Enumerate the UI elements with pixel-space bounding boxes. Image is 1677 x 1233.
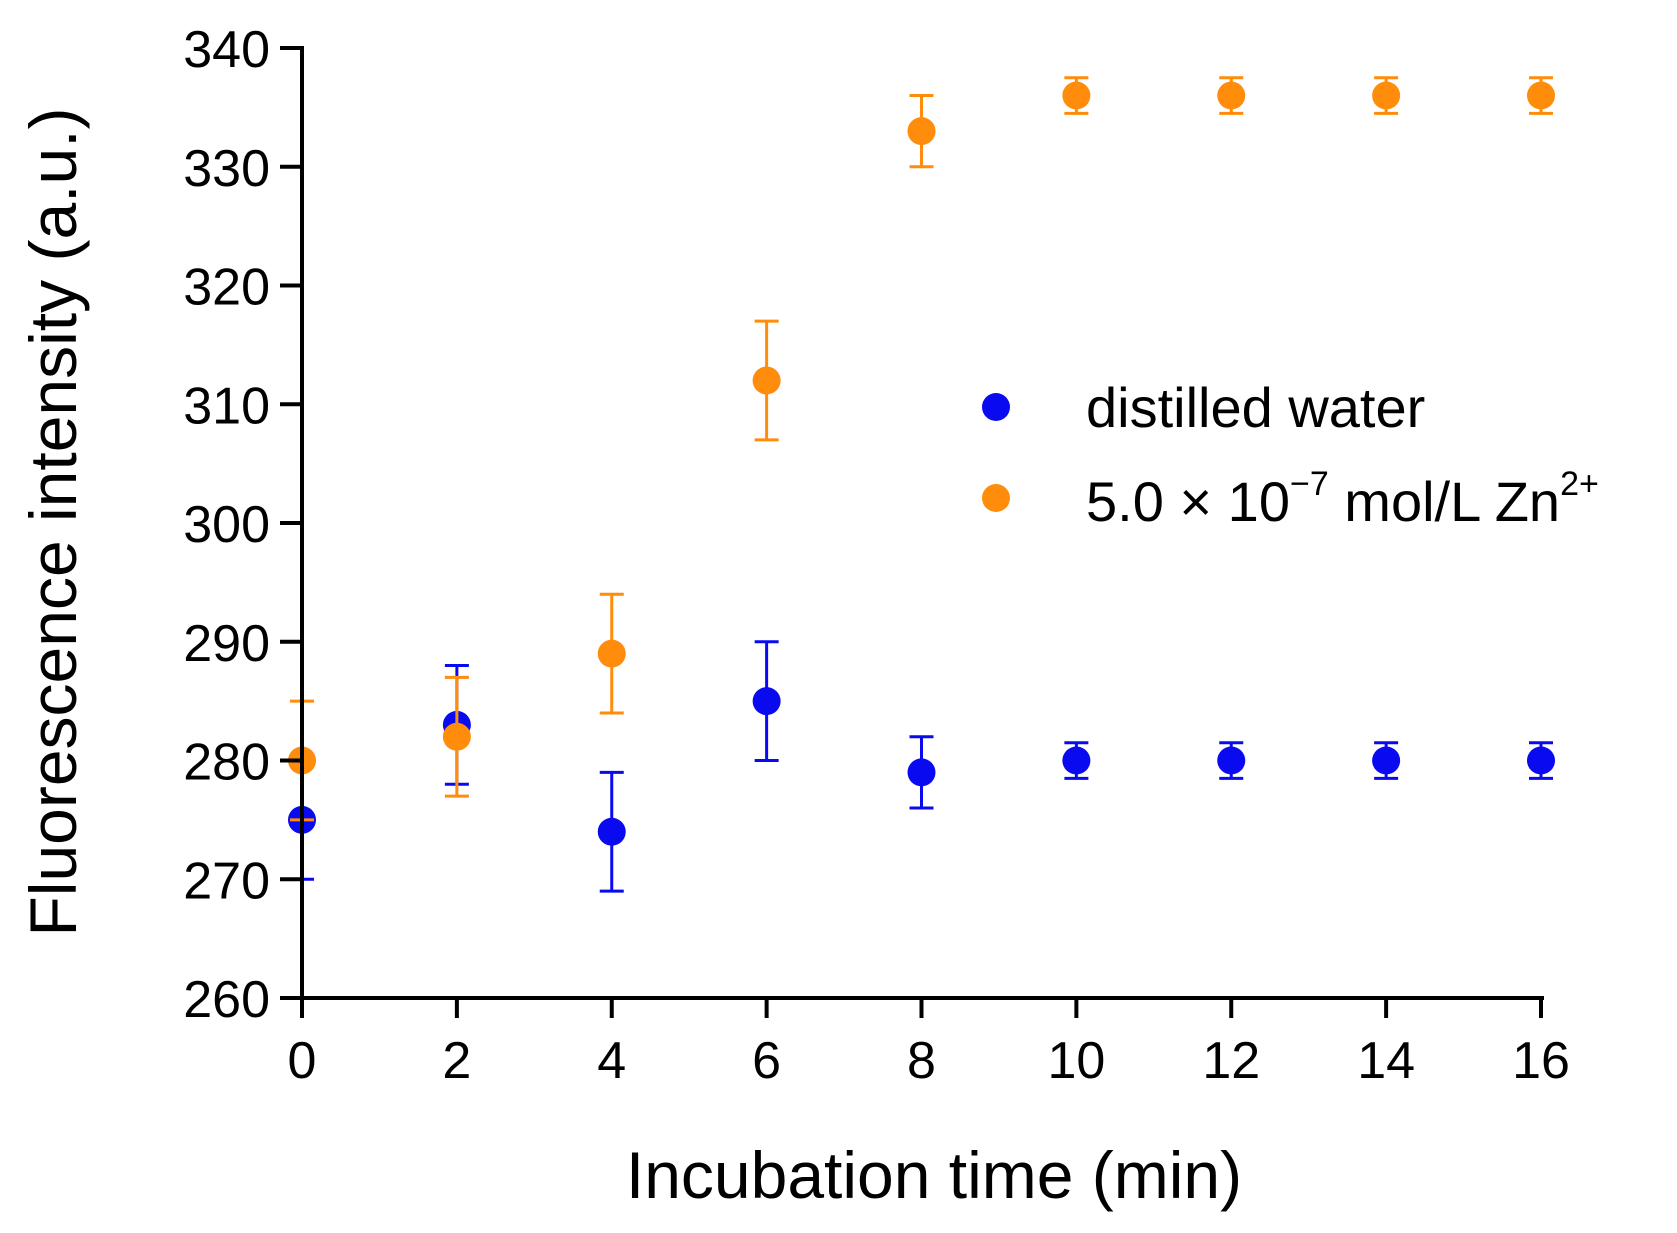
- y-axis-title: Fluorescence intensity (a.u.): [16, 107, 90, 936]
- data-point: [907, 117, 936, 146]
- data-point: [752, 366, 781, 395]
- y-tick-label: 320: [183, 259, 270, 317]
- y-tick-label: 290: [183, 615, 270, 673]
- legend: distilled water 5.0 × 10−7 mol/L Zn2+: [982, 376, 1599, 533]
- legend-label-zn: 5.0 × 10−7 mol/L Zn2+: [1086, 465, 1599, 533]
- series-1: [288, 76, 1555, 822]
- y-tick-label: 310: [183, 377, 270, 435]
- data-point: [597, 817, 626, 846]
- legend-marker-zn: [982, 484, 1010, 512]
- data-point: [1527, 746, 1555, 775]
- legend-zn-unit: mol/L Zn: [1329, 470, 1560, 533]
- x-tick-label: 16: [1512, 1032, 1570, 1090]
- y-tick-label: 270: [183, 852, 270, 910]
- y-tick-label: 300: [183, 496, 270, 554]
- data-point: [1372, 81, 1401, 110]
- legend-zn-coefficient: 5.0 × 10: [1086, 470, 1290, 533]
- legend-zn-charge: 2+: [1560, 465, 1599, 503]
- data-point: [597, 639, 626, 668]
- ticks: 260 270 280 290 300 310 320 330 340 0 2 4 6 8 10 12 14 16: [183, 21, 1570, 1090]
- legend-marker-distilled-water: [982, 393, 1010, 421]
- data-point: [1527, 81, 1555, 110]
- x-tick-label: 0: [288, 1032, 317, 1090]
- data-point: [1062, 81, 1091, 110]
- series-0: [288, 640, 1555, 893]
- legend-zn-exponent: −7: [1290, 465, 1329, 503]
- y-tick-label: 330: [183, 140, 270, 198]
- legend-label-distilled-water: distilled water: [1086, 376, 1425, 439]
- x-axis-title: Incubation time (min): [626, 1138, 1242, 1212]
- data-point: [907, 758, 936, 787]
- x-tick-label: 4: [597, 1032, 626, 1090]
- data-point: [1217, 81, 1246, 110]
- x-tick-label: 2: [442, 1032, 471, 1090]
- x-tick-label: 10: [1047, 1032, 1105, 1090]
- data-point: [1062, 746, 1091, 775]
- data-point: [752, 687, 781, 716]
- x-tick-label: 6: [752, 1032, 781, 1090]
- data-point: [442, 722, 471, 751]
- plot-marks: [288, 76, 1555, 893]
- y-tick-label: 280: [183, 734, 270, 792]
- y-tick-label: 340: [183, 21, 270, 79]
- x-tick-label: 14: [1357, 1032, 1415, 1090]
- data-point: [1217, 746, 1246, 775]
- data-point: [1372, 746, 1401, 775]
- y-tick-label: 260: [183, 971, 270, 1029]
- x-tick-label: 8: [907, 1032, 936, 1090]
- x-tick-label: 12: [1202, 1032, 1260, 1090]
